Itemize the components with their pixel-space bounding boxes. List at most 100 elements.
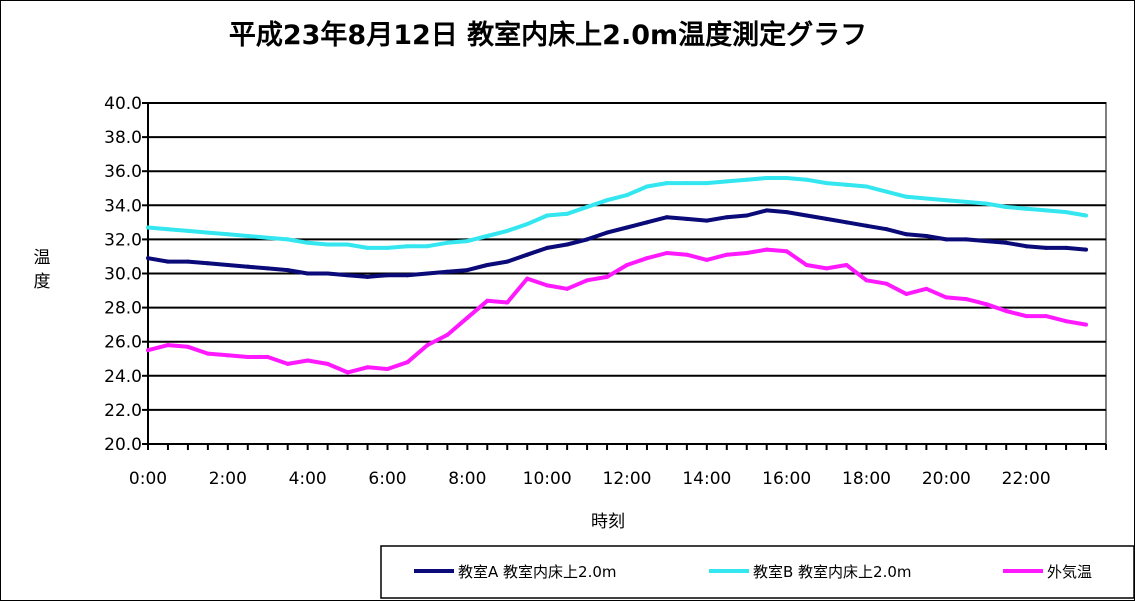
series-line — [147, 176, 1087, 250]
data-point — [565, 286, 570, 291]
y-axis-label: 温度 — [34, 248, 51, 292]
data-point — [704, 218, 709, 223]
data-point — [644, 184, 649, 189]
data-point — [445, 332, 450, 337]
y-tick-label: 22.0 — [104, 401, 142, 421]
data-point — [724, 179, 729, 184]
series-line — [147, 247, 1087, 375]
x-tick-label: 4:00 — [289, 469, 327, 489]
x-axis-ticks: 0:00 2:00 4:00 6:00 8:00 10:00 12:00 14:00 16:00… — [129, 444, 1107, 489]
data-point — [664, 215, 669, 220]
data-point — [984, 201, 989, 206]
data-point — [465, 239, 470, 244]
y-label-char: 度 — [34, 272, 51, 292]
data-point — [205, 261, 210, 266]
data-point — [605, 198, 610, 203]
x-tick-label: 20:00 — [922, 469, 971, 489]
y-tick-label: 24.0 — [104, 367, 142, 387]
data-point — [285, 237, 290, 242]
y-tick-label: 26.0 — [104, 333, 142, 353]
data-point — [205, 351, 210, 356]
data-point — [425, 271, 430, 276]
data-point — [405, 244, 410, 249]
x-tick-label: 16:00 — [762, 469, 811, 489]
data-point — [1024, 314, 1029, 319]
data-point — [525, 222, 530, 227]
data-point — [1044, 314, 1049, 319]
y-tick-label: 20.0 — [104, 435, 142, 455]
data-point — [884, 227, 889, 232]
data-point — [824, 216, 829, 221]
data-point — [445, 269, 450, 274]
legend-label: 教室B 教室内床上2.0m — [753, 563, 912, 581]
data-point — [345, 273, 350, 278]
data-point — [844, 220, 849, 225]
data-point — [944, 198, 949, 203]
data-point — [165, 259, 170, 264]
data-point — [1084, 213, 1089, 218]
data-point — [485, 262, 490, 267]
x-tick-label: 18:00 — [842, 469, 891, 489]
data-point — [525, 252, 530, 257]
data-point — [724, 215, 729, 220]
data-point — [325, 242, 330, 247]
data-point — [664, 251, 669, 256]
data-point — [485, 298, 490, 303]
data-point — [724, 252, 729, 257]
data-point — [844, 262, 849, 267]
data-point — [704, 181, 709, 186]
data-point — [764, 208, 769, 213]
data-point — [784, 176, 789, 181]
data-point — [625, 262, 629, 267]
data-point — [824, 266, 829, 271]
data-point — [964, 237, 969, 242]
data-point — [844, 182, 849, 187]
data-point — [505, 259, 510, 264]
x-tick-label: 8:00 — [448, 469, 486, 489]
y-label-char: 温 — [34, 248, 51, 268]
y-tick-label: 28.0 — [104, 299, 142, 319]
data-point — [565, 211, 570, 216]
data-point — [305, 240, 310, 245]
data-point — [964, 199, 969, 204]
data-point — [305, 358, 310, 363]
data-point — [545, 213, 550, 218]
data-point — [405, 273, 410, 278]
data-point — [824, 181, 829, 186]
data-point — [165, 343, 170, 348]
data-point — [325, 361, 330, 366]
x-tick-label: 6:00 — [368, 469, 406, 489]
data-point — [605, 274, 610, 279]
data-point — [325, 271, 330, 276]
data-point — [684, 181, 689, 186]
data-point — [984, 302, 989, 307]
data-point — [185, 259, 190, 264]
legend-label: 教室A 教室内床上2.0m — [458, 563, 617, 581]
data-point — [1004, 240, 1009, 245]
data-point — [625, 225, 629, 230]
data-point — [884, 281, 889, 286]
data-point — [924, 286, 929, 291]
data-point — [904, 291, 909, 296]
data-point — [146, 225, 150, 230]
data-point — [764, 176, 769, 181]
data-point — [385, 273, 390, 278]
data-point — [385, 245, 390, 250]
legend: 教室A 教室内床上2.0m 教室B 教室内床上2.0m 外気温 — [380, 545, 1135, 599]
data-point — [505, 228, 510, 233]
data-point — [1084, 322, 1089, 327]
data-point — [225, 262, 230, 267]
data-point — [245, 233, 250, 238]
data-point — [864, 278, 869, 283]
data-point — [365, 365, 370, 370]
data-point — [485, 233, 490, 238]
data-point — [684, 216, 689, 221]
data-point — [744, 213, 749, 218]
data-point — [764, 247, 769, 252]
data-point — [425, 244, 430, 249]
data-point — [345, 370, 350, 375]
data-point — [704, 257, 709, 262]
x-axis-label: 時刻 — [591, 512, 625, 532]
data-point — [1024, 244, 1029, 249]
